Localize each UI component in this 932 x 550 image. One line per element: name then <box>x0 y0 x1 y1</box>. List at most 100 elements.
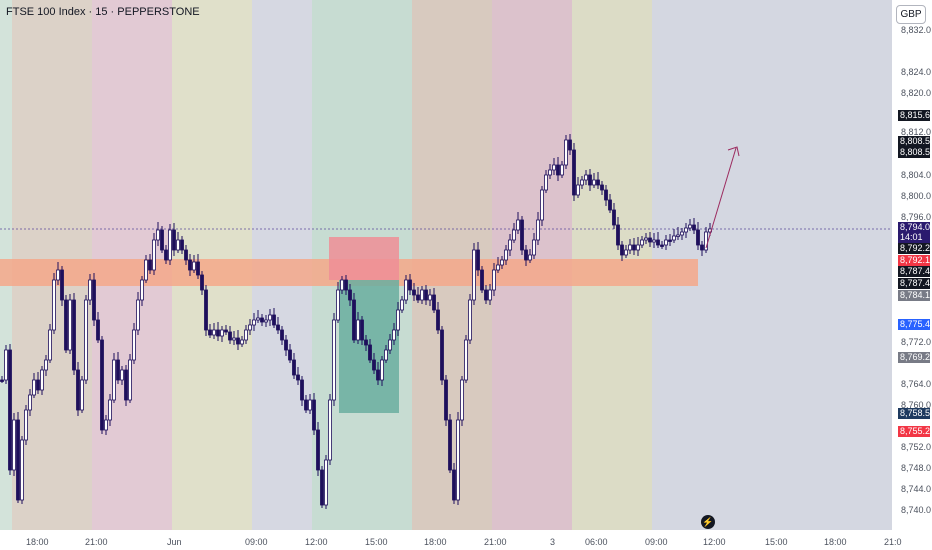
candle-body <box>696 229 700 246</box>
candle-body <box>440 329 444 381</box>
candle-body <box>124 369 128 401</box>
candle-body <box>568 139 572 151</box>
candle-body <box>588 174 592 186</box>
candle-body <box>528 254 532 261</box>
candle-body <box>688 224 692 229</box>
candle-body <box>540 189 544 221</box>
candle-body <box>168 229 172 261</box>
arrowhead-icon <box>727 146 740 157</box>
currency-button[interactable]: GBP <box>896 5 926 24</box>
candle-body <box>660 244 664 247</box>
candle-body <box>580 179 584 186</box>
candle-body <box>376 369 380 381</box>
price-label: 8,792.1 <box>898 255 931 266</box>
candle-body <box>472 249 476 301</box>
candle-body <box>220 329 224 337</box>
price-label: 8,769.2 <box>898 352 931 363</box>
price-label: 8,775.4 <box>898 319 931 330</box>
price-tick: 8,740.0 <box>901 505 932 515</box>
candle-body <box>564 139 568 166</box>
candle-body <box>560 164 564 176</box>
candle-body <box>604 189 608 201</box>
candle-body <box>432 294 436 311</box>
candle-body <box>20 439 24 501</box>
price-label: 8,794.0 <box>898 222 931 233</box>
candle-body <box>652 239 656 243</box>
candle-body <box>676 234 680 237</box>
candle-body <box>516 219 520 231</box>
candle-body <box>144 259 148 281</box>
candle-body <box>60 269 64 301</box>
candle-body <box>608 199 612 211</box>
candle-body <box>496 264 500 271</box>
candle-body <box>388 339 392 351</box>
candle-body <box>140 279 144 301</box>
candle-body <box>644 237 648 241</box>
candle-body <box>436 309 440 331</box>
candle-body <box>364 339 368 346</box>
candle-body <box>620 244 624 256</box>
candle-body <box>152 239 156 271</box>
candle-body <box>68 299 72 351</box>
candle-body <box>160 229 164 251</box>
candle-body <box>36 379 40 391</box>
candle-body <box>632 244 636 251</box>
candle-body <box>348 289 352 301</box>
candle-body <box>328 399 332 461</box>
price-tick: 8,800.0 <box>901 191 932 201</box>
candle-body <box>484 289 488 301</box>
candle-body <box>216 329 220 337</box>
candle-body <box>208 329 212 336</box>
candle-body <box>420 289 424 301</box>
candle-body <box>260 317 264 323</box>
time-tick: 3 <box>550 537 556 547</box>
projection-arrow[interactable] <box>705 147 737 249</box>
candle-body <box>508 239 512 251</box>
candle-body <box>244 329 248 341</box>
candle-body <box>600 184 604 191</box>
candle-body <box>296 374 300 381</box>
candle-body <box>180 239 184 251</box>
candle-body <box>4 349 8 381</box>
candle-body <box>552 164 556 171</box>
candle-body <box>200 274 204 291</box>
lightning-icon[interactable]: ⚡ <box>701 515 715 529</box>
candle-body <box>672 235 676 241</box>
candle-body <box>192 261 196 271</box>
candle-body <box>252 319 256 326</box>
candle-body <box>116 359 120 381</box>
candle-body <box>264 319 268 323</box>
candle-body <box>592 179 596 186</box>
symbol-title[interactable]: FTSE 100 Index · 15 · PEPPERSTONE <box>6 6 200 18</box>
time-tick: 18:00 <box>424 537 447 547</box>
candle-body <box>624 249 628 256</box>
stop-loss-box[interactable] <box>329 237 399 280</box>
candle-body <box>360 319 364 341</box>
price-tick: 8,772.0 <box>901 337 932 347</box>
candle-body <box>272 314 276 326</box>
candle-body <box>132 329 136 361</box>
candle-body <box>616 224 620 246</box>
candle-body <box>8 349 12 471</box>
candle-body <box>312 399 316 431</box>
candle-body <box>480 269 484 291</box>
price-label: 8,787.4 <box>898 278 931 289</box>
candle-body <box>148 259 152 271</box>
candle-body <box>680 231 684 236</box>
time-tick: 15:00 <box>765 537 788 547</box>
price-label: 8,755.2 <box>898 426 931 437</box>
candle-body <box>172 229 176 251</box>
candle-body <box>548 169 552 176</box>
candle-body <box>268 314 272 321</box>
candle-body <box>448 419 452 471</box>
time-tick: 18:00 <box>824 537 847 547</box>
time-tick: Jun <box>167 537 182 547</box>
price-tick: 8,764.0 <box>901 379 932 389</box>
candle-body <box>108 399 112 421</box>
candle-body <box>520 219 524 251</box>
price-tick: 8,824.0 <box>901 67 932 77</box>
candle-body <box>236 337 240 345</box>
candle-body <box>584 174 588 181</box>
candle-body <box>120 369 124 381</box>
